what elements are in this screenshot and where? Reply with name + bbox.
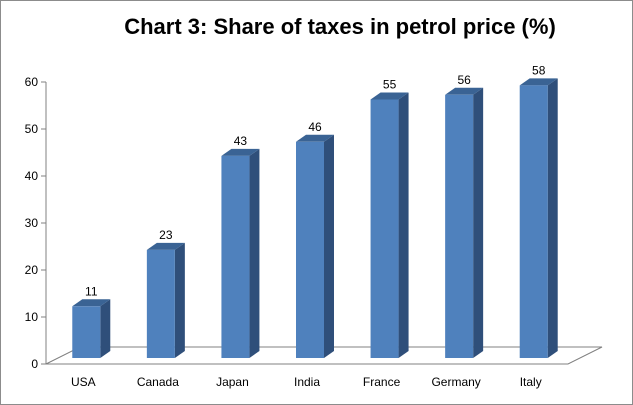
- bar-top: [146, 242, 185, 250]
- bar-front: [72, 306, 101, 358]
- bar-side: [249, 148, 260, 358]
- bar-top: [72, 299, 111, 307]
- bar-india: 46: [296, 120, 334, 358]
- bar-front: [296, 141, 324, 358]
- x-tick-label: Canada: [137, 375, 179, 389]
- bar-italy: 58: [519, 63, 558, 359]
- y-tick-label: 60: [25, 75, 39, 89]
- y-tick-label: 50: [25, 122, 39, 136]
- y-tick-label: 10: [25, 310, 39, 324]
- bar-side: [547, 78, 558, 359]
- x-tick-label: Germany: [431, 375, 480, 389]
- x-tick-label: France: [363, 375, 401, 389]
- data-label: 58: [532, 63, 546, 77]
- y-tick-label: 30: [25, 216, 39, 230]
- data-label: 46: [308, 120, 322, 134]
- bar-canada: 23: [146, 228, 185, 358]
- bar-germany: 56: [445, 73, 484, 359]
- bars: 11 23 43 46 55 56 58: [72, 63, 558, 359]
- data-label: 23: [159, 228, 173, 242]
- bar-france: 55: [370, 78, 409, 358]
- bar-side: [174, 242, 185, 358]
- bar-top: [445, 87, 484, 95]
- bar-top: [519, 78, 558, 86]
- bar-side: [473, 87, 484, 359]
- x-tick-label: USA: [71, 375, 96, 389]
- bar-top: [370, 92, 409, 100]
- bar-front: [221, 155, 250, 358]
- data-label: 56: [457, 73, 471, 87]
- bar-front: [146, 249, 175, 358]
- data-label: 55: [383, 78, 397, 92]
- bar-side: [398, 92, 409, 358]
- x-axis: USA Canada Japan India France Germany Italy: [46, 363, 568, 389]
- bar-front: [370, 99, 399, 358]
- bar-usa: 11: [72, 284, 111, 358]
- x-tick-label: India: [294, 375, 320, 389]
- y-tick-label: 20: [25, 263, 39, 277]
- bar-top: [296, 134, 334, 142]
- y-axis: 0 10 20 30 40 50 60: [25, 75, 47, 371]
- data-label: 11: [85, 284, 98, 298]
- y-tick-label: 0: [31, 357, 38, 371]
- bar-top: [221, 148, 260, 156]
- bar-front: [519, 85, 548, 359]
- bar-side: [324, 134, 334, 358]
- x-tick-label: Japan: [216, 375, 249, 389]
- bar-side: [100, 299, 111, 358]
- bar-front: [445, 94, 474, 359]
- bar-japan: 43: [221, 134, 260, 358]
- y-tick-label: 40: [25, 169, 39, 183]
- data-label: 43: [234, 134, 248, 148]
- chart-title: Chart 3: Share of taxes in petrol price …: [124, 14, 556, 39]
- x-tick-label: Italy: [520, 375, 542, 389]
